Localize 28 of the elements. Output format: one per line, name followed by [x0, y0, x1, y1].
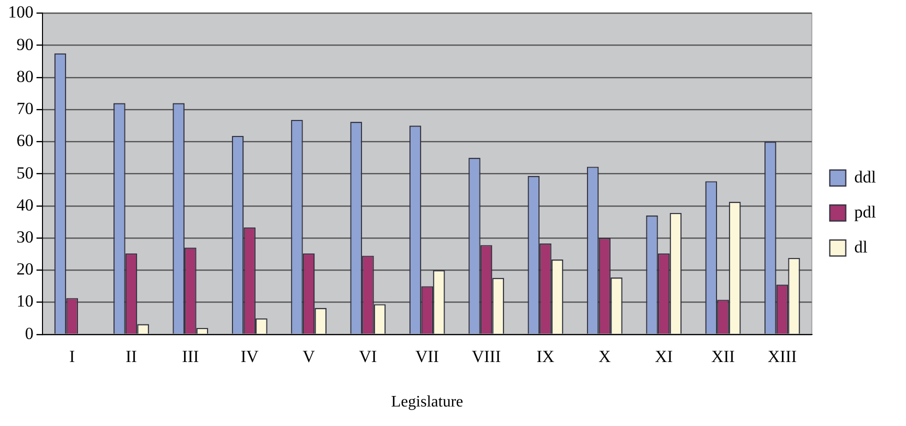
y-tick-label: 80 — [16, 66, 34, 86]
x-tick-label: VII — [415, 347, 440, 366]
legend-label: dl — [854, 237, 868, 256]
y-tick-label: 100 — [8, 2, 34, 22]
x-tick-label: X — [598, 347, 611, 366]
y-tick-label: 90 — [16, 34, 34, 54]
x-tick-label: VI — [358, 347, 378, 366]
x-tick-label: V — [302, 347, 316, 366]
y-tick-label: 50 — [16, 163, 34, 182]
x-tick-label: II — [126, 347, 138, 366]
x-axis-title: Legislature — [391, 394, 464, 411]
x-tick-label: III — [182, 347, 200, 366]
y-tick-label: 10 — [16, 292, 34, 311]
y-tick-label: 60 — [16, 131, 34, 150]
x-tick-label: IV — [240, 347, 260, 366]
y-tick-label: 30 — [16, 228, 34, 247]
y-tick-label: 0 — [25, 324, 34, 343]
y-tick-label: 70 — [16, 99, 34, 118]
x-tick-label: XIII — [768, 347, 798, 366]
legend-label: ddl — [854, 167, 876, 186]
legend-label: pdl — [854, 202, 876, 222]
y-tick-label: 40 — [16, 195, 34, 214]
x-tick-label: XII — [711, 347, 736, 366]
x-tick-label: XI — [654, 347, 674, 366]
x-tick-label: IX — [536, 347, 554, 366]
y-tick-label: 20 — [16, 260, 34, 279]
x-tick-label: VIII — [472, 347, 502, 366]
x-tick-label: I — [69, 347, 76, 366]
